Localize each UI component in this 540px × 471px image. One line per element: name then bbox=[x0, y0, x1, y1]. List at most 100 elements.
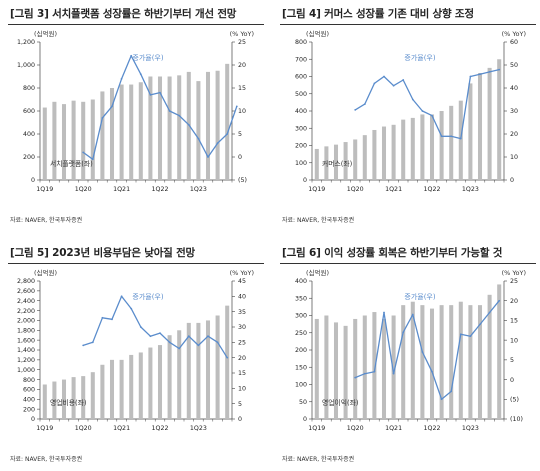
chart-title: [그림 5] 2023년 비용부담은 낮아질 전망 bbox=[10, 247, 195, 259]
growth-point bbox=[498, 68, 501, 71]
chart-panel-commerce: [그림 4] 커머스 성장률 기존 대비 상향 조정 (십억원) (% YoY) 0… bbox=[278, 6, 538, 226]
right-axis-unit: (% YoY) bbox=[230, 30, 254, 38]
growth-point bbox=[178, 347, 181, 350]
right-tick-label: 20 bbox=[238, 355, 246, 362]
growth-point bbox=[159, 332, 161, 335]
growth-point bbox=[178, 114, 181, 117]
right-tick-label: 30 bbox=[510, 108, 518, 115]
right-tick-label: 10 bbox=[238, 386, 246, 393]
growth-point bbox=[383, 75, 385, 78]
chart-source: 자료: NAVER, 한국투자증권 bbox=[282, 456, 355, 463]
right-tick-label: 20 bbox=[238, 62, 246, 69]
growth-point bbox=[479, 73, 481, 76]
growth-point bbox=[207, 335, 209, 338]
growth-point bbox=[373, 370, 376, 373]
right-tick-label: 0 bbox=[510, 377, 514, 384]
growth-point bbox=[488, 71, 491, 73]
bar bbox=[324, 146, 329, 180]
growth-point bbox=[82, 151, 85, 154]
bar bbox=[477, 305, 483, 419]
left-tick-label: 1,800 bbox=[17, 327, 35, 334]
right-tick-label: 10 bbox=[238, 108, 246, 115]
chart-source: 자료: NAVER, 한국투자증권 bbox=[10, 217, 83, 224]
left-tick-label: 0 bbox=[31, 416, 35, 423]
bar bbox=[100, 91, 105, 180]
growth-point bbox=[101, 117, 104, 119]
bar bbox=[186, 322, 191, 419]
left-tick-label: 200 bbox=[23, 154, 35, 161]
bar bbox=[401, 305, 406, 419]
right-tick-label: 20 bbox=[510, 298, 518, 305]
x-tick-label: 1Q21 bbox=[385, 186, 402, 193]
bar bbox=[362, 315, 367, 419]
growth-point bbox=[469, 75, 472, 78]
left-axis-unit: (십억원) bbox=[306, 268, 329, 277]
right-tick-label: 15 bbox=[238, 85, 246, 92]
left-tick-label: 0 bbox=[303, 177, 307, 184]
growth-point bbox=[111, 318, 113, 321]
bar bbox=[410, 117, 415, 180]
left-tick-label: 200 bbox=[295, 347, 307, 354]
growth-point bbox=[235, 105, 238, 108]
bar bbox=[71, 377, 76, 419]
bar bbox=[61, 379, 67, 419]
x-tick-label: 1Q19 bbox=[308, 186, 325, 193]
bar bbox=[391, 315, 396, 419]
bar bbox=[186, 71, 191, 180]
chart-panel-opex: [그림 5] 2023년 비용부담은 낮아질 전망 (십억원) (% YoY) 0 2… bbox=[6, 245, 266, 465]
chart-source: 자료: NAVER, 한국투자증권 bbox=[282, 217, 355, 224]
left-tick-label: 150 bbox=[295, 364, 307, 371]
bar bbox=[177, 75, 182, 180]
left-tick-label: 500 bbox=[295, 91, 307, 98]
bar bbox=[429, 308, 435, 419]
growth-point bbox=[226, 356, 229, 359]
x-tick-label: 1Q20 bbox=[75, 186, 92, 193]
growth-point bbox=[363, 103, 366, 105]
right-tick-label: 5 bbox=[238, 401, 242, 408]
growth-point bbox=[197, 344, 200, 347]
bar bbox=[100, 364, 105, 419]
right-tick-label: 45 bbox=[238, 278, 246, 285]
x-tick-label: 1Q21 bbox=[113, 186, 130, 193]
bar bbox=[52, 381, 57, 419]
bar bbox=[42, 384, 47, 419]
right-tick-label: (10) bbox=[510, 416, 523, 423]
left-tick-label: 2,400 bbox=[17, 298, 35, 305]
x-tick-label: 1Q19 bbox=[36, 425, 53, 432]
growth-point bbox=[402, 331, 405, 334]
growth-point bbox=[469, 335, 472, 338]
left-tick-label: 1,000 bbox=[17, 62, 35, 69]
left-tick-label: 400 bbox=[295, 278, 307, 285]
growth-line bbox=[354, 300, 500, 400]
left-tick-label: 250 bbox=[295, 330, 307, 337]
x-tick-label: 1Q20 bbox=[75, 425, 92, 432]
left-tick-label: 2,600 bbox=[17, 288, 35, 295]
bar bbox=[119, 359, 124, 419]
x-tick-label: 1Q20 bbox=[347, 425, 364, 432]
growth-point bbox=[421, 351, 424, 353]
left-tick-label: 600 bbox=[23, 108, 35, 115]
left-tick-label: 350 bbox=[295, 295, 307, 302]
bar bbox=[138, 82, 143, 180]
bar bbox=[314, 148, 319, 180]
bar bbox=[129, 354, 134, 419]
growth-point bbox=[101, 316, 104, 319]
line-series-label: 증가율(우) bbox=[132, 292, 163, 301]
bar bbox=[353, 318, 358, 419]
line-series-label: 증가율(우) bbox=[404, 53, 435, 62]
right-axis-unit: (% YoY) bbox=[502, 269, 526, 277]
title-rule bbox=[280, 24, 536, 25]
right-tick-label: 15 bbox=[238, 370, 246, 377]
bar bbox=[225, 305, 230, 419]
growth-point bbox=[488, 311, 491, 314]
left-axis-unit: (십억원) bbox=[34, 29, 57, 38]
bar bbox=[429, 114, 435, 180]
x-tick-label: 1Q23 bbox=[190, 186, 207, 193]
bar bbox=[119, 84, 124, 180]
right-tick-label: (5) bbox=[238, 177, 247, 184]
right-axis-unit: (% YoY) bbox=[230, 269, 254, 277]
left-tick-label: 2,200 bbox=[17, 308, 35, 315]
growth-point bbox=[431, 370, 433, 373]
growth-point bbox=[383, 311, 385, 314]
growth-point bbox=[421, 110, 424, 112]
